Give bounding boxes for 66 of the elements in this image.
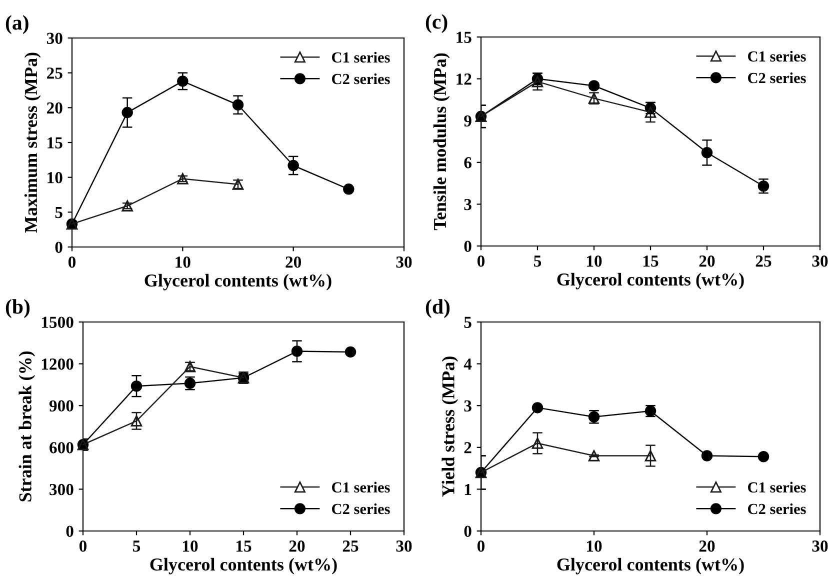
y-tick-label: 1200 [42,358,74,370]
x-tick-label: 10 [176,256,190,268]
y-tick-label: 2 [464,442,472,454]
x-tick-label: 10 [587,540,602,552]
y-tick-label: 1500 [42,316,74,328]
x-axis-title: Glycerol contents (wt%) [557,558,744,574]
chart-title: (b) [6,299,30,318]
legend-label: C2 series [748,72,806,84]
legend-label: C1 series [748,482,806,493]
x-tick-label: 30 [812,540,828,552]
y-tick-label: 9 [464,115,472,127]
legend-label: C1 series [332,482,390,493]
x-tick-label: 30 [396,256,412,268]
y-tick-label: 300 [50,484,74,496]
y-axis-title: Yield stress (MPa) [442,356,458,497]
y-tick-label: 5 [464,316,472,328]
x-tick-label: 0 [79,540,87,552]
y-tick-label: 5 [55,207,62,218]
x-tick-label: 25 [342,540,358,552]
x-axis-title: Glycerol contents (wt%) [144,274,332,290]
x-tick-label: 5 [534,256,542,267]
y-tick-label: 0 [464,526,472,537]
y-tick-label: 3 [464,400,472,412]
x-tick-label: 10 [587,256,602,267]
legend-label: C2 series [332,73,390,84]
x-tick-label: 0 [477,256,485,267]
y-tick-label: 0 [55,242,62,253]
y-axis-title: Maximum stress (MPa) [24,52,41,233]
x-tick-label: 30 [812,256,828,267]
x-axis-title: Glycerol contents (wt%) [150,558,337,574]
x-tick-label: 30 [396,540,412,552]
x-tick-label: 10 [183,540,198,552]
x-tick-label: 15 [236,540,252,552]
chart-title: (d) [426,299,450,318]
y-tick-label: 0 [66,526,74,537]
y-tick-label: 30 [46,32,62,44]
x-tick-label: 20 [286,256,302,268]
y-tick-label: 900 [49,400,74,412]
y-tick-label: 4 [464,358,472,370]
y-axis-title: Tensile modulus (MPa) [433,53,450,230]
legend-label: C2 series [332,503,390,514]
x-tick-label: 5 [133,540,140,552]
x-tick-label: 20 [699,540,715,552]
y-tick-label: 6 [464,157,472,168]
legend-label: C1 series [332,52,390,63]
y-tick-label: 1 [464,484,472,495]
x-axis-title: Glycerol contents (wt%) [557,272,744,290]
x-tick-label: 25 [756,256,772,267]
chart-title: (a) [6,15,28,34]
x-tick-label: 20 [289,540,305,552]
y-tick-label: 10 [48,172,62,184]
legend-label: C2 series [748,503,806,514]
x-tick-label: 0 [477,540,485,552]
y-tick-label: 20 [47,102,62,114]
y-tick-label: 15 [456,32,472,43]
y-tick-label: 25 [47,68,62,79]
chart-title: (c) [426,14,448,33]
y-axis-title: Strain at break (%) [18,351,36,502]
y-tick-label: 600 [50,442,74,454]
legend-label: C1 series [748,50,806,62]
y-tick-label: 15 [48,137,62,148]
y-tick-label: 12 [456,74,472,85]
y-tick-label: 3 [464,198,472,210]
x-tick-label: 15 [644,256,658,267]
x-tick-label: 20 [699,256,715,267]
y-tick-label: 0 [464,240,472,252]
